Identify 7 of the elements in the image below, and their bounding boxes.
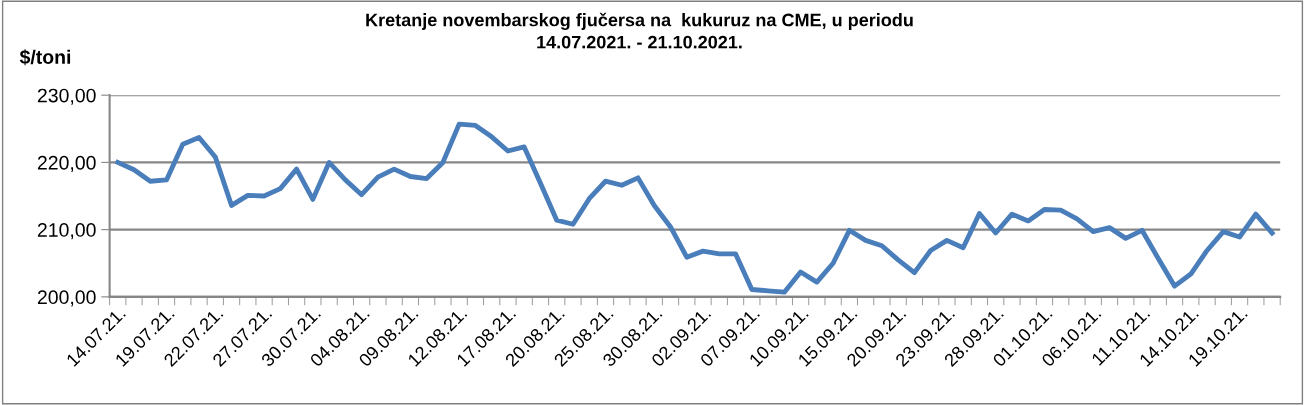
y-tick-label: 220,00: [37, 155, 96, 172]
y-tick-label: 210,00: [37, 223, 96, 240]
line-series: [115, 121, 1275, 295]
chart-title: Kretanje novembarskog fjučersa na kukuruz na CME, u periodu 14.07.2021. - 21.10.2021.: [366, 12, 913, 49]
y-axis-title: $/toni: [19, 49, 71, 66]
y-tick-label: 230,00: [37, 88, 96, 105]
y-tick-label: 200,00: [37, 290, 96, 307]
